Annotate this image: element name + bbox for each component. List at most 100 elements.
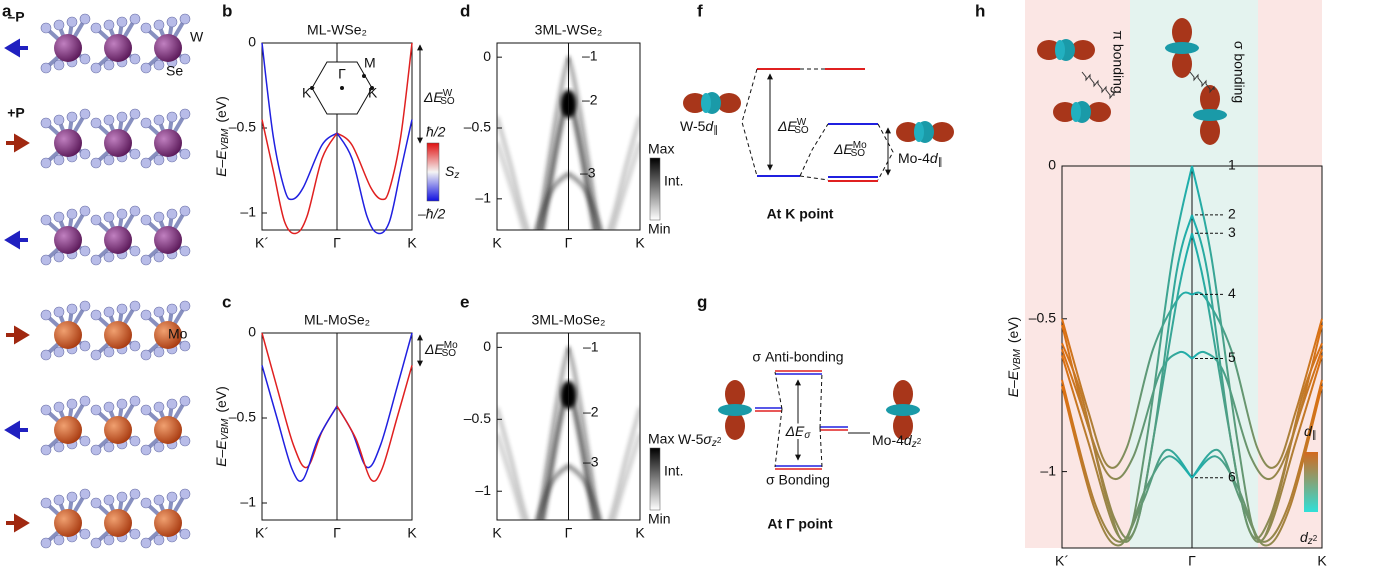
dashed-connector: [741, 68, 894, 181]
chalcogen-atom: [103, 494, 115, 506]
colorbar-bottom: –ħ/2: [417, 206, 445, 222]
chalcogen-atom: [140, 444, 152, 456]
text-part: W-5: [678, 431, 704, 447]
chalcogen-atom: [129, 395, 141, 407]
metal-atom: [154, 34, 182, 62]
orbital-lobe: [1172, 18, 1192, 46]
polarization-arrow: [6, 325, 30, 345]
x-tick-label: Γ: [565, 525, 573, 541]
metal-atom: [54, 416, 82, 444]
chalcogen-atom: [79, 148, 91, 160]
bonding-label: σ bonding: [1231, 41, 1247, 103]
chalcogen-atom: [129, 340, 141, 352]
x-tick-label: K: [492, 235, 502, 251]
metal-atom: [104, 129, 132, 157]
chalcogen-atom: [103, 114, 115, 126]
y-tick-label: 0: [1048, 157, 1056, 173]
y-tick-label: 0: [248, 34, 256, 50]
text-part: ΔE: [423, 89, 443, 105]
chalcogen-atom: [140, 157, 152, 169]
colorbar: [649, 157, 661, 221]
band: [336, 42, 413, 201]
arpes-band: [497, 116, 530, 230]
band-label: 1: [1228, 157, 1236, 173]
chalcogen-atom: [129, 488, 141, 500]
text-part: SO: [440, 96, 455, 107]
chalcogen-atom: [66, 303, 78, 315]
text-part: (eV): [213, 96, 229, 122]
orbital-label: Mo-4d∥: [898, 150, 943, 168]
x-tick-label: K´: [255, 525, 269, 541]
orbital-ring: [914, 122, 924, 142]
delta-label: ΔEσ: [785, 423, 812, 441]
arpes-band: [537, 347, 570, 520]
label-minus-p: –P: [7, 9, 24, 25]
text-part: d: [1300, 529, 1309, 545]
x-tick-label: K: [635, 235, 645, 251]
chalcogen-atom: [103, 306, 115, 318]
bonding-label: π bonding: [1110, 30, 1126, 93]
chalcogen-atom: [140, 22, 152, 34]
chalcogen-atom: [153, 211, 165, 223]
metal-atom: [104, 321, 132, 349]
atom-label-w: W: [190, 29, 204, 45]
y-tick-label: 0: [248, 324, 256, 340]
atom-label-se: Se: [166, 63, 183, 79]
atom-label-mo: Mo: [168, 326, 188, 342]
y-tick-label: –0.5: [464, 410, 491, 426]
chalcogen-atom: [179, 205, 191, 217]
chalcogen-atom: [79, 300, 91, 312]
text-part: E–E: [213, 150, 229, 177]
text-part: d: [904, 432, 913, 448]
orbital-lobe: [1200, 117, 1220, 145]
orbital-lobe: [893, 380, 913, 408]
bz-label: K: [368, 85, 378, 101]
x-tick-label: K: [407, 525, 417, 541]
colorbar: [426, 142, 440, 202]
level-label: σ Bonding: [766, 472, 830, 488]
band: [1061, 233, 1193, 543]
metal-atom: [104, 509, 132, 537]
chalcogen-atom: [179, 435, 191, 447]
orbital-lobe: [1200, 85, 1220, 113]
chalcogen-atom: [140, 349, 152, 361]
chalcogen-atom: [103, 211, 115, 223]
chalcogen-atom: [79, 395, 91, 407]
band-label: –2: [583, 404, 599, 420]
chalcogen-atom: [53, 401, 65, 413]
chalcogen-atom: [179, 13, 191, 25]
text-part: W-5: [680, 118, 706, 134]
chalcogen-atom: [79, 435, 91, 447]
chalcogen-atom: [129, 435, 141, 447]
text-part: ΔE: [424, 341, 444, 357]
chalcogen-atom: [116, 303, 128, 315]
chalcogen-atom: [153, 59, 165, 71]
chalcogen-atom: [40, 117, 52, 129]
colorbar-label: Sz: [445, 163, 459, 181]
chalcogen-atom: [153, 114, 165, 126]
chalcogen-atom: [140, 497, 152, 509]
chalcogen-atom: [179, 340, 191, 352]
orbital-lobe: [683, 93, 707, 113]
arpes-band: [608, 407, 640, 520]
chalcogen-atom: [53, 211, 65, 223]
delta-label: ΔEW SO: [423, 88, 455, 107]
chalcogen-atom: [90, 537, 102, 549]
text-part: d: [1304, 423, 1313, 439]
text-part: z: [911, 439, 917, 450]
chalcogen-atom: [179, 245, 191, 257]
level-label: σ Anti-bonding: [752, 349, 843, 365]
band: [261, 332, 338, 469]
chalcogen-atom: [153, 154, 165, 166]
chalcogen-atom: [166, 208, 178, 220]
chalcogen-atom: [166, 398, 178, 410]
orbital-lobe: [1087, 102, 1111, 122]
x-tick-label: K´: [255, 235, 269, 251]
text-part: σ: [804, 430, 811, 441]
band: [261, 119, 338, 235]
text-part: ∥: [1312, 430, 1317, 441]
delta-label: ΔEMo SO: [833, 140, 867, 159]
colorbar-mid: Int.: [664, 463, 683, 479]
chalcogen-atom: [153, 251, 165, 263]
